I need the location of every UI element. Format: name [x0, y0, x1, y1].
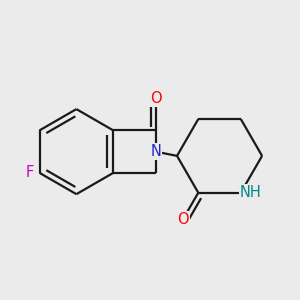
- Text: N: N: [150, 144, 161, 159]
- Text: F: F: [26, 165, 34, 180]
- Text: O: O: [150, 91, 162, 106]
- Text: O: O: [177, 212, 189, 227]
- Text: NH: NH: [240, 185, 262, 200]
